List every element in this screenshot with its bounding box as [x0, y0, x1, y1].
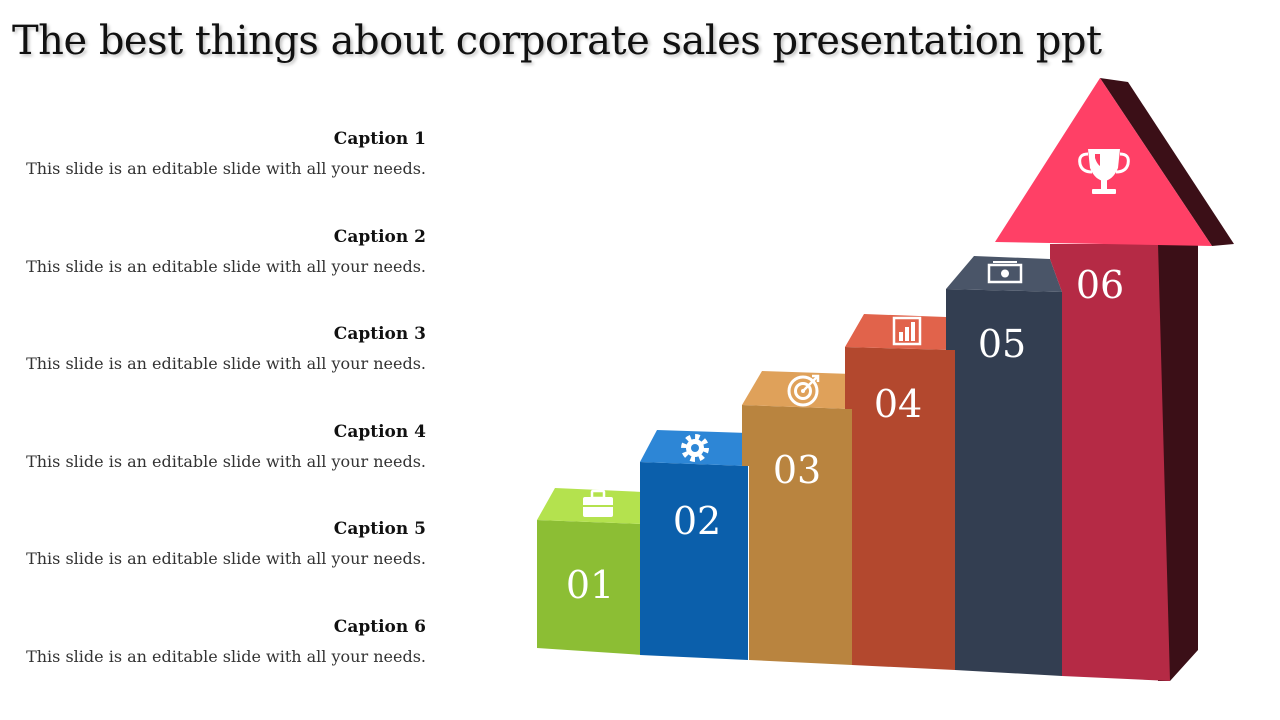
caption-5: Caption 5 This slide is an editable slid…: [6, 518, 426, 570]
step-4: 04: [845, 314, 955, 670]
step-4-front: [845, 347, 955, 670]
gear-icon: [681, 434, 709, 462]
caption-title: Caption 4: [333, 422, 426, 442]
caption-2: Caption 2 This slide is an editable slid…: [6, 226, 426, 278]
caption-3: Caption 3 This slide is an editable slid…: [6, 323, 426, 375]
briefcase-icon: [583, 489, 613, 517]
trophy-icon: [1078, 149, 1130, 194]
step-2-number: 02: [673, 499, 721, 543]
step-3-number: 03: [773, 448, 821, 492]
caption-title: Caption 1: [333, 129, 426, 149]
page-title: The best things about corporate sales pr…: [12, 18, 1102, 64]
step-5-number: 05: [978, 322, 1026, 366]
caption-title: Caption 5: [333, 519, 426, 539]
caption-6: Caption 6 This slide is an editable slid…: [6, 616, 426, 668]
caption-text: This slide is an editable slide with all…: [26, 549, 426, 568]
step-5-front: [946, 289, 1062, 676]
caption-title: Caption 2: [333, 227, 426, 247]
step-2-front: [640, 462, 748, 660]
step-1: 01: [537, 488, 643, 655]
caption-1: Caption 1 This slide is an editable slid…: [6, 128, 426, 180]
step-3: 03: [742, 371, 852, 665]
step-6-number: 06: [1076, 263, 1124, 307]
step-3-front: [742, 405, 852, 665]
caption-text: This slide is an editable slide with all…: [26, 354, 426, 373]
arrow-head-side: [1100, 78, 1234, 246]
caption-text: This slide is an editable slide with all…: [26, 257, 426, 276]
caption-title: Caption 6: [333, 617, 426, 637]
money-icon: [987, 261, 1023, 284]
step-1-front: [537, 520, 643, 655]
step-6-side: [1158, 244, 1198, 681]
bar-chart-icon: [892, 316, 922, 346]
step-1-number: 01: [566, 563, 614, 607]
target-icon: [787, 374, 820, 407]
caption-text: This slide is an editable slide with all…: [26, 159, 426, 178]
step-2: 02: [640, 430, 748, 660]
caption-text: This slide is an editable slide with all…: [26, 452, 426, 471]
step-6: 06: [995, 78, 1234, 681]
step-5: 05: [946, 256, 1062, 676]
caption-text: This slide is an editable slide with all…: [26, 647, 426, 666]
step-4-number: 04: [874, 382, 922, 426]
caption-title: Caption 3: [333, 324, 426, 344]
step-6-front: [1050, 244, 1170, 681]
caption-4: Caption 4 This slide is an editable slid…: [6, 421, 426, 473]
